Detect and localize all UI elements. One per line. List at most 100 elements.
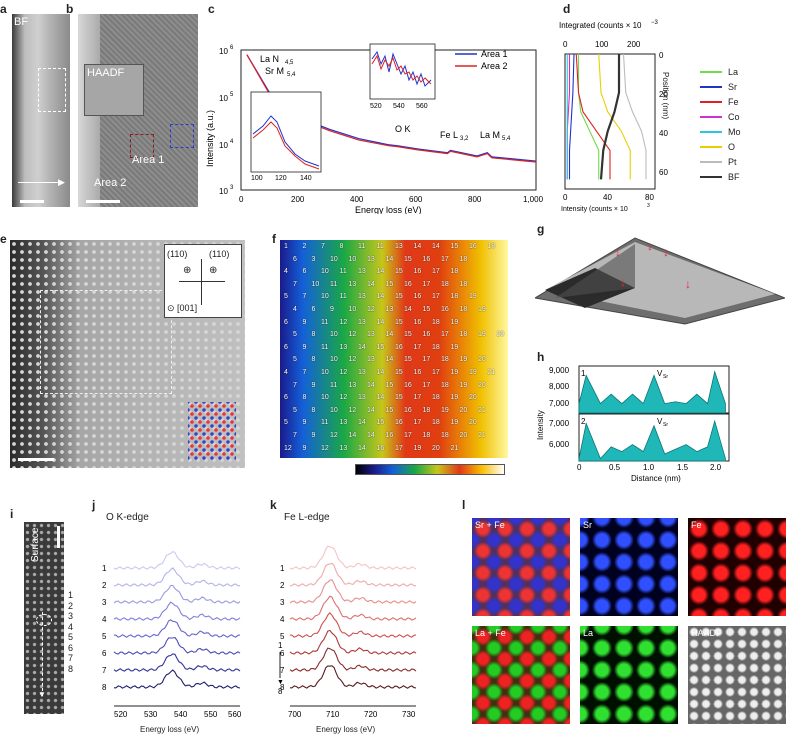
panel-a-bf-image: BF ▶ (12, 14, 70, 207)
panel-f-cell: 18 (432, 394, 440, 402)
panel-b-area2-box (130, 134, 154, 158)
panel-f-cell: 15 (395, 318, 403, 326)
panel-f-cell: 14 (358, 444, 366, 452)
panel-f-cell: 14 (404, 306, 412, 313)
panel-i-number: 5 (68, 632, 74, 642)
panel-f-cell: 15 (395, 293, 403, 301)
panel-f-cell: 13 (358, 369, 366, 376)
panel-f-cell: 18 (422, 406, 431, 414)
panel-h-top-tick-2: 8,000 (549, 382, 570, 391)
panel-b-inset: HAADF (84, 64, 144, 116)
panel-c-inset-right-tick-3: 560 (416, 103, 428, 110)
legend-item-fe: Fe (700, 94, 741, 109)
panel-label-b: b (66, 2, 74, 16)
panel-f-cell: 17 (413, 394, 422, 402)
panel-g-arrow-3-icon: ↓ (663, 245, 669, 259)
panel-i-scale-bar (57, 526, 60, 548)
legend-label-fe: Fe (728, 96, 739, 107)
panel-h-vsr-1: V (657, 369, 663, 378)
panel-l-map-label: La + Fe (475, 628, 506, 638)
panel-c-xtick-1: 0 (239, 195, 244, 204)
panel-f-cell: 10 (321, 369, 329, 376)
panel-l-map-label: Sr (583, 520, 592, 530)
panel-f-cell: 11 (330, 280, 338, 288)
j-lines-spectrum-8 (114, 669, 241, 689)
panel-f-cell: 11 (339, 268, 347, 276)
panel-i-scan-line (42, 612, 44, 696)
panel-f-cell: 5 (293, 331, 297, 339)
panel-f-cell: 19 (478, 331, 486, 339)
panel-f-cell: 6 (284, 318, 288, 326)
panel-k-xtick-2: 710 (326, 710, 340, 719)
panel-c-xtick-3: 400 (350, 195, 364, 204)
panel-f-cell: 12 (339, 394, 348, 402)
panel-h-vsr-sub-2: Sr (663, 422, 668, 428)
panel-l-map-label: Fe (691, 520, 702, 530)
k-lines-spectrum-5 (289, 611, 417, 638)
panel-d-series-la (577, 54, 600, 180)
panel-f-cell: 14 (367, 381, 375, 389)
panel-d-bottom-tick-3: 80 (645, 193, 654, 202)
panel-f-cell: 10 (330, 406, 338, 414)
panel-c-xtick-4: 600 (409, 195, 423, 204)
panel-f-cell: 16 (441, 306, 449, 313)
panel-f-cell: 13 (358, 394, 366, 402)
panel-f-cell: 19 (450, 343, 459, 351)
panel-l-map-label: HAADF (691, 628, 722, 638)
panel-f-cell: 17 (422, 356, 431, 364)
panel-d-series-pt (622, 53, 647, 180)
panel-f-cell: 15 (404, 356, 412, 364)
k-lines-spectrum-7 (289, 647, 417, 672)
panel-f-cell: 13 (367, 356, 375, 364)
panel-f-cell: 18 (432, 419, 440, 427)
panel-l-map-sr: Sr (580, 518, 678, 616)
panel-c-ann-fe-l: Fe L (440, 130, 458, 140)
panel-g-arrow-5-icon: ↓ (685, 277, 691, 291)
panel-d-bottom-tick-1: 0 (563, 193, 568, 202)
panel-h-xtick-2: 0.5 (609, 463, 621, 472)
panel-f-cell: 16 (422, 331, 431, 339)
panel-f-cell: 13 (348, 280, 357, 288)
panel-i-number: 1 (68, 590, 74, 600)
panel-k-xtick-4: 730 (402, 710, 416, 719)
panel-c-ann-la-n-sub: 4,5 (285, 60, 294, 66)
panel-f-cell: 19 (413, 444, 422, 452)
panel-f-cell: 13 (395, 243, 403, 250)
panel-c-xticks: 0 200 400 600 800 1,000 (239, 195, 544, 204)
panel-d-series-o (598, 53, 631, 180)
panel-c-ytick-3: 10 (219, 141, 228, 150)
k-lines-number-2: 2 (280, 581, 285, 590)
panel-f-cell: 18 (450, 293, 459, 301)
panel-h-bottom-tick-1: 7,000 (549, 419, 570, 428)
k-lines-number-5: 5 (280, 632, 285, 641)
j-lines-number-6: 6 (102, 649, 107, 658)
legend-item-la: La (700, 64, 741, 79)
panel-k-xlabel: Energy loss (eV) (316, 725, 376, 734)
panel-c-legend-area2: Area 2 (481, 61, 508, 71)
panel-f-cell: 18 (441, 432, 449, 439)
panel-d-top-tick-3: 200 (627, 40, 641, 49)
panel-f-colorbar (355, 464, 505, 475)
panel-f-cell: 15 (404, 331, 412, 339)
panel-c-inset-left-tick-2: 120 (275, 175, 287, 182)
panel-f-cell: 15 (385, 280, 394, 288)
panel-k-arrow-icon: ▼ (277, 679, 284, 686)
panel-j-title: O K-edge (106, 512, 149, 523)
panel-d-bottom-tick-2: 40 (603, 193, 612, 202)
panel-c-ytick-2: 10 (219, 94, 228, 103)
panel-b-area2-label: Area 2 (94, 177, 127, 189)
panel-f-cell: 15 (422, 306, 431, 313)
panel-f-cell: 7 (302, 369, 307, 376)
panel-f-cell: 18 (459, 331, 468, 339)
panel-f-cell: 7 (293, 381, 297, 389)
panel-label-j: j (92, 498, 96, 512)
panel-f-cell: 18 (441, 356, 449, 364)
j-lines-number-5: 5 (102, 632, 107, 641)
panel-f-cell: 16 (413, 369, 422, 376)
panel-e-fft-label-2: (110) (209, 249, 230, 259)
panel-j-xlabel: Energy loss (eV) (140, 725, 200, 734)
panel-f-cell: 16 (404, 280, 412, 288)
panel-a-arrow-icon: ▶ (58, 177, 65, 187)
panel-f-cell: 10 (321, 394, 329, 402)
panel-b-area1-box (170, 124, 194, 148)
